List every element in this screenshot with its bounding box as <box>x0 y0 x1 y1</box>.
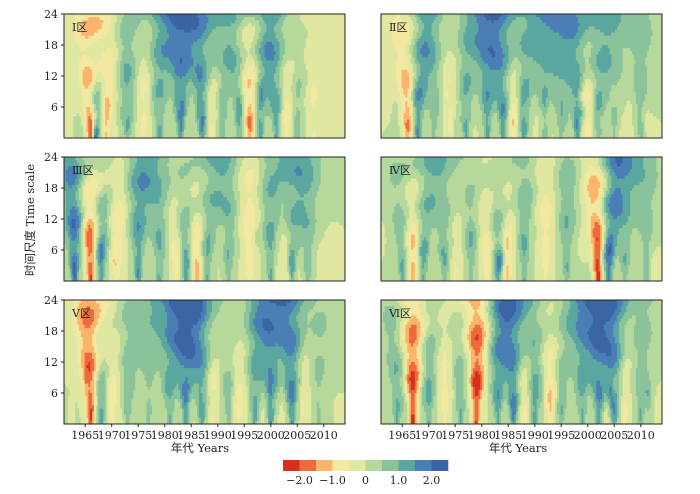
colorbar-swatch <box>382 460 399 471</box>
colorbar-swatch <box>283 460 300 471</box>
x-tick-label: 1980 <box>468 429 496 442</box>
panel-4: Ⅳ区 <box>380 156 663 282</box>
x-tick-label: 1970 <box>415 429 443 442</box>
panel-5: Ⅴ区61218241965197019751980198519901995200… <box>44 294 346 442</box>
y-tick-label: 6 <box>51 244 58 257</box>
x-tick-label: 1985 <box>494 429 522 442</box>
x-tick-label: 2000 <box>574 429 602 442</box>
heatmap-field-2 <box>381 14 662 138</box>
heatmap-field-6 <box>381 300 662 424</box>
colorbar-swatch <box>332 460 350 471</box>
x-tick-label: 1975 <box>441 429 469 442</box>
panel-label-5: Ⅴ区 <box>71 307 91 320</box>
x-tick-label: 1965 <box>388 429 416 442</box>
panel-6: Ⅵ区 19651970197519801985199019952000200520… <box>380 299 663 442</box>
colorbar-tick-label: 1.0 <box>390 474 408 487</box>
x-tick-label: 1980 <box>151 429 179 442</box>
colorbar-swatch <box>299 460 317 471</box>
y-tick-label: 24 <box>44 151 58 164</box>
colorbar-swatch <box>365 460 383 471</box>
colorbar-swatch <box>349 460 366 471</box>
panel-2: Ⅱ区 <box>380 13 663 139</box>
x-tick-label: 1975 <box>124 429 152 442</box>
panel-frame-4 <box>380 156 663 282</box>
colorbar-tick-label: 2.0 <box>423 474 441 487</box>
panel-label-6: Ⅵ区 <box>388 307 411 320</box>
colorbar-swatch <box>398 460 416 471</box>
x-tick-label: 1990 <box>521 429 549 442</box>
x-tick-label: 1995 <box>547 429 575 442</box>
x-tick-label: 2005 <box>600 429 628 442</box>
heatmap-field-5 <box>64 300 345 424</box>
panels-group: Ⅰ区6121824Ⅱ区Ⅲ区6121824Ⅳ区Ⅴ区6121824196519701… <box>44 8 663 442</box>
x-tick-label: 1970 <box>98 429 126 442</box>
panel-label-3: Ⅲ区 <box>72 164 94 177</box>
panel-label-4: Ⅳ区 <box>389 164 411 177</box>
x-tick-label: 2010 <box>627 429 655 442</box>
panel-1: Ⅰ区 6 12 18 24 <box>44 8 346 139</box>
y-tick-label: 24 <box>44 294 58 307</box>
panel-frame-6 <box>380 299 663 425</box>
colorbar-swatch <box>316 460 333 471</box>
heatmap-field-4 <box>381 157 662 281</box>
y-tick-label: 12 <box>44 213 58 226</box>
x-tick-label: 2010 <box>310 429 338 442</box>
colorbar-swatch <box>415 460 432 471</box>
heatmap-field-3 <box>64 157 345 281</box>
x-tick-label: 2005 <box>283 429 311 442</box>
panel-3: Ⅲ区 6 12 18 24 <box>44 151 346 282</box>
y-tick-label: 24 <box>44 8 58 21</box>
x-tick-label: 1985 <box>177 429 205 442</box>
y-tick-label: 18 <box>44 39 58 52</box>
panel-frame-2 <box>380 13 663 139</box>
y-tick-label: 18 <box>44 325 58 338</box>
y-tick-label: 12 <box>44 70 58 83</box>
y-tick-label: 6 <box>51 387 58 400</box>
colorbar-tick-label: −2.0 <box>286 474 313 487</box>
y-axis-label: 时间尺度 Time scale <box>23 164 37 276</box>
x-tick-label: 1965 <box>71 429 99 442</box>
y-tick-label: 6 <box>51 101 58 114</box>
x-tick-label: 2000 <box>257 429 285 442</box>
y-tick-label: 12 <box>44 356 58 369</box>
x-axis-label-left: 年代 Years <box>171 441 229 455</box>
x-tick-label: 1995 <box>230 429 258 442</box>
colorbar-tick-label: 0 <box>362 474 369 487</box>
colorbar: −2.0 −1.0 0 1.0 2.0 <box>283 460 449 487</box>
y-tick-label: 18 <box>44 182 58 195</box>
colorbar-tick-label: −1.0 <box>319 474 346 487</box>
panel-label-2: Ⅱ区 <box>389 21 407 34</box>
x-axis-label-right: 年代 Years <box>489 441 547 455</box>
panel-label-1: Ⅰ区 <box>72 21 87 34</box>
heatmap-field-1 <box>64 14 345 138</box>
colorbar-swatch <box>431 460 449 471</box>
x-tick-label: 1990 <box>204 429 232 442</box>
